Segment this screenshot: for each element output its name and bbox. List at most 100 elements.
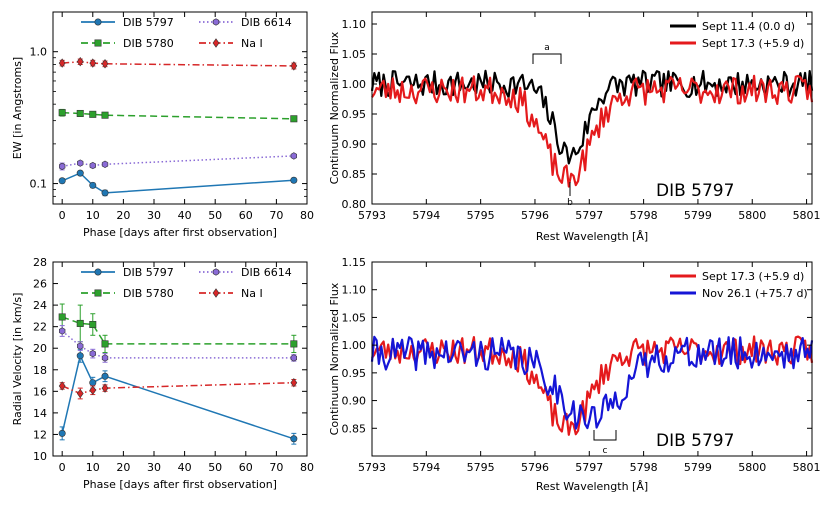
- x-tick-label: 5796: [521, 461, 549, 474]
- series-line-dib-6614: [62, 155, 294, 168]
- legend-label: DIB 5797: [123, 266, 174, 279]
- ew-xlabel: Phase [days after first observation]: [83, 226, 277, 239]
- data-point: [290, 377, 298, 388]
- data-point: [58, 381, 66, 391]
- x-tick-label: 5799: [684, 461, 712, 474]
- data-point: [76, 388, 84, 399]
- spec2-ylabel: Continuum Normalized Flux: [328, 282, 341, 435]
- data-point: [89, 181, 97, 189]
- spec2-annotations: c: [593, 430, 617, 456]
- series-line-na-i: [61, 381, 294, 395]
- spec1-annotations: a b: [532, 43, 573, 208]
- spectrum-line: [370, 69, 814, 165]
- x-tick-label: 5793: [358, 461, 386, 474]
- y-tick-label: 1.0: [30, 46, 48, 59]
- x-tick-label: 5796: [521, 209, 549, 222]
- legend-marker: [212, 38, 220, 48]
- annotation-label-b: b: [567, 198, 573, 208]
- data-point: [290, 115, 298, 123]
- x-tick-label: 5793: [358, 209, 386, 222]
- legend-label: Na I: [241, 37, 263, 50]
- rv-panel: 0 10 20 30 40 50 60 70 80 10 12 14 16 18 20 22 24 26 28 DI…: [11, 256, 314, 491]
- rv-legend: DIB 5797 DIB 6614 DIB 5780 Na I: [81, 266, 292, 300]
- legend-marker: [94, 268, 102, 276]
- series-line-dib-5797: [61, 172, 294, 194]
- ew-plot-frame: [52, 11, 308, 205]
- data-point: [89, 110, 97, 118]
- x-tick-label: 0: [59, 461, 66, 474]
- rv-ticks: 0 10 20 30 40 50 60 70 80 10 12 14 16 18 20 22 24 26 28: [33, 256, 314, 474]
- spec1-xlabel: Rest Wavelength [Å]: [536, 230, 648, 243]
- y-tick-label: 14: [33, 407, 47, 420]
- y-tick-label: 10: [33, 450, 47, 463]
- x-tick-label: 40: [178, 461, 192, 474]
- data-point: [89, 379, 97, 387]
- data-point: [76, 56, 84, 67]
- x-tick-label: 30: [147, 209, 161, 222]
- ew-ticks: 0 10 20 30 40 50 60 70 80 0.1 1.0: [30, 11, 314, 222]
- x-tick-label: 5797: [575, 209, 603, 222]
- x-tick-label: 5798: [630, 209, 658, 222]
- ew-series: [58, 56, 298, 197]
- series-line-dib-5797: [61, 353, 295, 440]
- spec1-legend: Sept 11.4 (0.0 d) Sept 17.3 (+5.9 d): [670, 20, 804, 50]
- data-point: [89, 161, 96, 170]
- y-tick-label: 1.00: [342, 78, 367, 91]
- rv-series: [58, 303, 298, 445]
- rv-plot-frame: [52, 261, 308, 457]
- x-tick-label: 70: [269, 209, 283, 222]
- data-point: [89, 321, 97, 329]
- spectrum-line: [371, 74, 814, 188]
- x-tick-label: 5794: [412, 209, 440, 222]
- x-tick-label: 5795: [467, 209, 495, 222]
- data-point: [101, 111, 109, 119]
- legend-marker: [94, 39, 102, 47]
- data-point: [290, 61, 298, 71]
- legend-marker: [94, 289, 102, 297]
- y-tick-label: 1.15: [342, 256, 367, 269]
- legend-label: Sept 17.3 (+5.9 d): [702, 37, 804, 50]
- series-line-na-i: [62, 60, 294, 67]
- data-point: [59, 327, 66, 335]
- x-tick-label: 20: [116, 209, 130, 222]
- data-point: [101, 59, 109, 69]
- spec1-plot-frame: [371, 11, 813, 205]
- y-tick-label: 0.90: [342, 395, 367, 408]
- spec2-ticks: 5793 5794 5795 5796 5797 5798 5799 5800 5801 0.85…: [342, 256, 821, 474]
- data-point: [101, 354, 109, 362]
- legend-label: DIB 5780: [123, 37, 174, 50]
- data-point: [89, 385, 97, 395]
- data-point: [59, 162, 66, 171]
- spec1-series: [370, 69, 814, 188]
- x-tick-label: 10: [86, 461, 100, 474]
- y-tick-label: 0.1: [30, 178, 48, 191]
- x-tick-label: 30: [147, 461, 161, 474]
- data-point: [101, 372, 109, 380]
- x-tick-label: 20: [116, 461, 130, 474]
- legend-label: Sept 11.4 (0.0 d): [702, 20, 795, 33]
- y-tick-label: 12: [33, 428, 47, 441]
- x-tick-label: 5795: [467, 461, 495, 474]
- y-tick-label: 18: [33, 364, 47, 377]
- data-point: [89, 349, 96, 358]
- x-tick-label: 40: [178, 209, 192, 222]
- data-point: [58, 58, 66, 68]
- spec1-ticks: 5793 5794 5795 5796 5797 5798 5799 5800 5801 0.80…: [342, 12, 821, 222]
- x-tick-label: 5797: [575, 461, 603, 474]
- x-tick-label: 5800: [738, 461, 766, 474]
- x-tick-label: 50: [208, 461, 222, 474]
- data-point: [58, 109, 66, 117]
- spec2-plot-frame: [371, 261, 813, 457]
- rv-xlabel: Phase [days after first observation]: [83, 478, 277, 491]
- y-tick-label: 22: [33, 321, 47, 334]
- data-point: [101, 160, 109, 168]
- spec2-inner-label: DIB 5797: [656, 431, 734, 451]
- annotation-bracket-a: [532, 53, 562, 64]
- y-tick-label: 20: [33, 342, 47, 355]
- legend-label: DIB 6614: [241, 266, 292, 279]
- annotation-label-a: a: [544, 43, 550, 53]
- y-tick-label: 1.05: [342, 48, 367, 61]
- x-tick-label: 60: [239, 461, 253, 474]
- x-tick-label: 80: [300, 209, 314, 222]
